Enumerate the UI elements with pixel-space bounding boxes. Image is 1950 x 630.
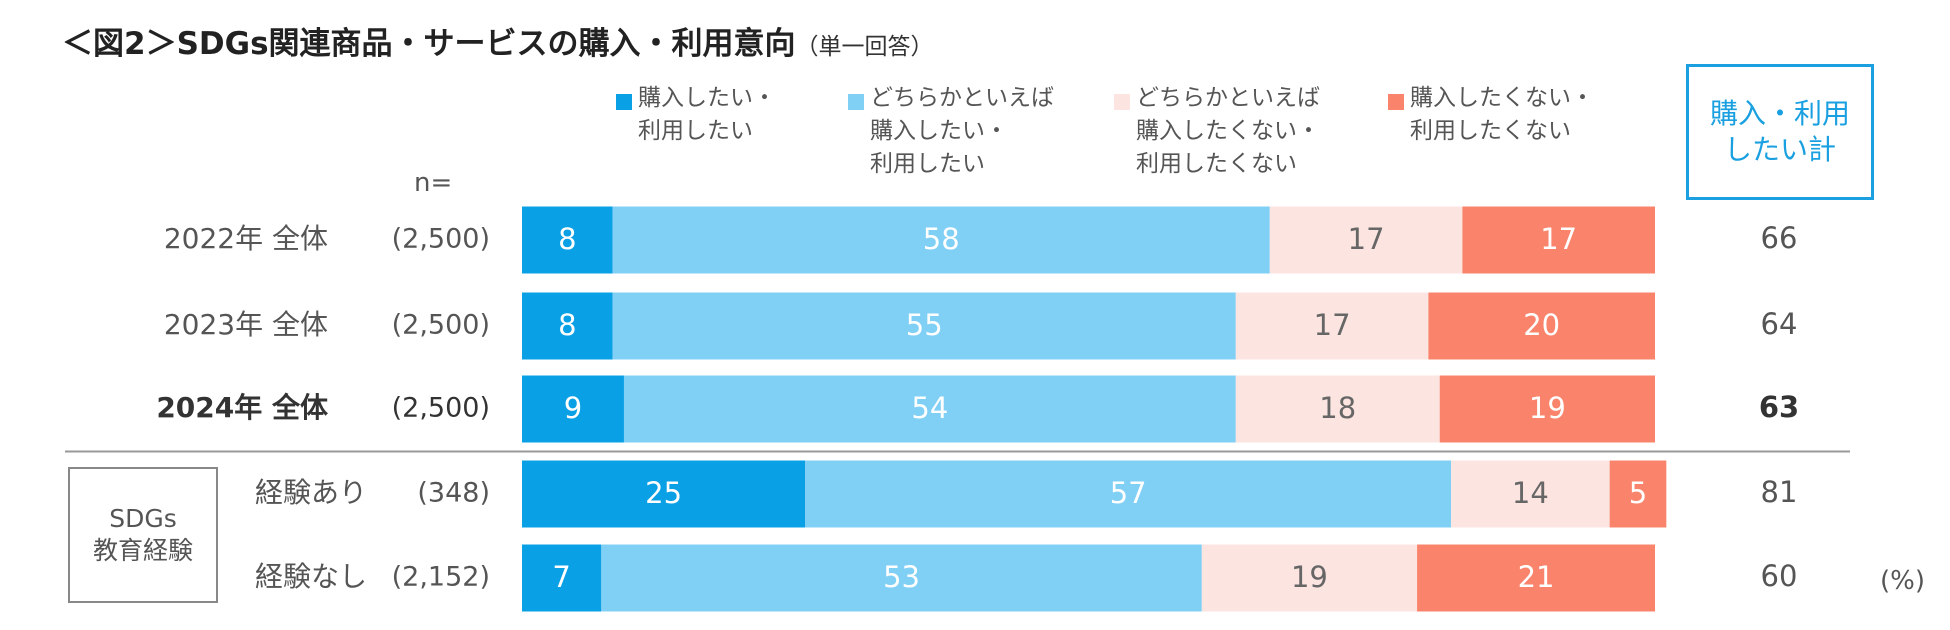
category-label: 経験あり	[255, 476, 367, 509]
legend-label: どちらかといえば 購入したい・ 利用したい	[870, 85, 1054, 177]
bar-segment	[1428, 292, 1655, 360]
legend-label: どちらかといえば 購入したくない・ 利用したくない	[1136, 85, 1320, 177]
total-value: 81	[1761, 475, 1798, 509]
total-header: 購入・利用 したい計	[1686, 64, 1874, 200]
legend-label: 購入したくない・ 利用したくない	[1410, 85, 1594, 144]
unit-label: (%)	[1880, 566, 1925, 596]
segment-label: 8	[558, 308, 576, 342]
bar-segment	[522, 206, 613, 274]
n-value: (2,500)	[392, 393, 490, 424]
group-label: SDGs 教育経験	[68, 467, 218, 603]
segment-label: 8	[558, 222, 576, 256]
segment-label: 14	[1512, 476, 1549, 510]
segment-label: 55	[906, 308, 943, 342]
category-label: 2024年 全体	[156, 391, 329, 424]
subtitle: （単一回答）	[795, 34, 934, 60]
n-label: n=	[414, 168, 453, 198]
legend-swatch	[1388, 94, 1404, 110]
segment-label: 17	[1348, 222, 1385, 256]
title-text: ＜図2＞SDGs関連商品・サービスの購入・利用意向	[62, 26, 796, 62]
segment-label: 57	[1110, 476, 1147, 510]
segment-label: 9	[564, 391, 582, 425]
segment-label: 17	[1314, 308, 1351, 342]
bar-segment	[1439, 375, 1655, 443]
total-value: 64	[1761, 307, 1798, 341]
bar-segment	[1451, 460, 1610, 528]
chart-title: ＜図2＞SDGs関連商品・サービスの購入・利用意向（単一回答）	[62, 18, 934, 63]
total-value: 63	[1759, 390, 1799, 424]
segment-label: 19	[1291, 560, 1328, 594]
category-label: 2022年 全体	[164, 222, 328, 255]
n-value: (2,152)	[392, 562, 490, 593]
segment-label: 20	[1523, 308, 1560, 342]
bar-segment	[612, 292, 1236, 360]
bar-segment	[522, 292, 613, 360]
segment-label: 21	[1518, 560, 1555, 594]
bar-segment	[1201, 544, 1418, 612]
legend-swatch	[848, 94, 864, 110]
n-value: (348)	[417, 478, 490, 509]
bar-segment	[601, 544, 1202, 612]
segment-label: 5	[1629, 476, 1647, 510]
segment-label: 7	[552, 560, 570, 594]
n-value: (2,500)	[392, 224, 490, 255]
category-label: 経験なし	[255, 560, 367, 593]
total-value: 66	[1761, 221, 1798, 255]
segment-label: 25	[645, 476, 682, 510]
segment-label: 58	[923, 222, 960, 256]
bar-segment	[522, 460, 806, 528]
segment-label: 53	[883, 560, 920, 594]
bar-segment	[1269, 206, 1463, 274]
segment-label: 19	[1529, 391, 1566, 425]
bar-segment	[1235, 375, 1440, 443]
legend-swatch	[1114, 94, 1130, 110]
bar-segment	[623, 375, 1236, 443]
n-value: (2,500)	[392, 310, 490, 341]
bar-segment	[1235, 292, 1429, 360]
category-label: 2023年 全体	[164, 308, 328, 341]
legend-swatch	[616, 94, 632, 110]
segment-label: 54	[911, 391, 948, 425]
segment-label: 17	[1540, 222, 1577, 256]
bar-segment	[522, 375, 624, 443]
legend-label: 購入したい・ 利用したい	[638, 85, 776, 144]
bar-segment	[612, 206, 1270, 274]
segment-label: 18	[1319, 391, 1356, 425]
bar-segment	[522, 544, 602, 612]
bar-segment	[1417, 544, 1655, 612]
bar-segment	[1609, 460, 1667, 528]
total-value: 60	[1761, 559, 1798, 593]
bar-segment	[805, 460, 1452, 528]
bar-segment	[1462, 206, 1655, 274]
